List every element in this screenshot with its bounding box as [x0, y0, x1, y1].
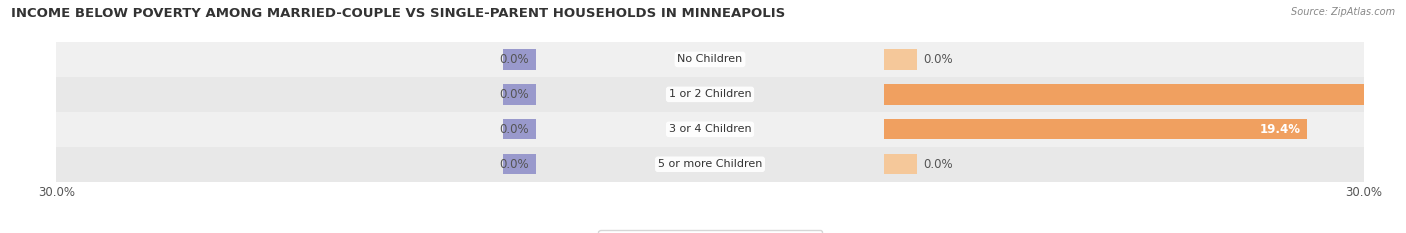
- Bar: [56, 112, 1364, 147]
- Bar: [503, 154, 536, 174]
- Bar: [56, 77, 1364, 112]
- Bar: [503, 84, 536, 105]
- Text: 0.0%: 0.0%: [499, 88, 529, 101]
- Text: 1 or 2 Children: 1 or 2 Children: [669, 89, 751, 99]
- Text: INCOME BELOW POVERTY AMONG MARRIED-COUPLE VS SINGLE-PARENT HOUSEHOLDS IN MINNEAP: INCOME BELOW POVERTY AMONG MARRIED-COUPL…: [11, 7, 786, 20]
- Legend: Married Couples, Single Parents: Married Couples, Single Parents: [599, 230, 821, 233]
- Text: Source: ZipAtlas.com: Source: ZipAtlas.com: [1291, 7, 1395, 17]
- Text: 3 or 4 Children: 3 or 4 Children: [669, 124, 751, 134]
- Text: No Children: No Children: [678, 55, 742, 64]
- Bar: [884, 84, 1406, 105]
- Text: 19.4%: 19.4%: [1260, 123, 1301, 136]
- Bar: [56, 42, 1364, 77]
- Bar: [884, 154, 917, 174]
- Text: 0.0%: 0.0%: [924, 53, 953, 66]
- Bar: [884, 49, 917, 69]
- Bar: [503, 119, 536, 139]
- Bar: [884, 119, 1308, 139]
- Text: 0.0%: 0.0%: [924, 158, 953, 171]
- Bar: [503, 49, 536, 69]
- Bar: [56, 147, 1364, 182]
- Text: 0.0%: 0.0%: [499, 123, 529, 136]
- Text: 0.0%: 0.0%: [499, 158, 529, 171]
- Text: 5 or more Children: 5 or more Children: [658, 159, 762, 169]
- Text: 0.0%: 0.0%: [499, 53, 529, 66]
